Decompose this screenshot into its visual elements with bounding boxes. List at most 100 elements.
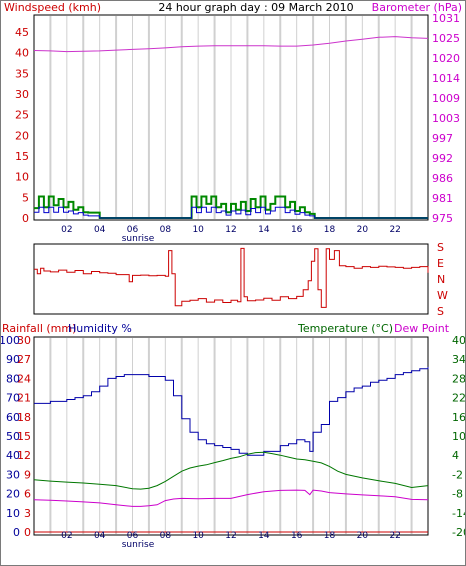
x-tick-label: 06 xyxy=(127,531,139,541)
y-tick-label: -2 xyxy=(452,468,463,481)
y-tick-label: 80 xyxy=(6,372,20,385)
humidity-axis-title: Humidity % xyxy=(68,322,132,335)
y-tick-label: 0 xyxy=(24,526,31,539)
x-tick-label: 10 xyxy=(192,531,204,541)
x-tick-label: 10 xyxy=(192,225,204,235)
y-tick-label: 25 xyxy=(15,109,29,122)
x-tick-label: 22 xyxy=(389,531,400,541)
y-tick-label: -8 xyxy=(452,488,463,501)
y-tick-label: 15 xyxy=(17,430,31,443)
y-tick-label: 18 xyxy=(17,411,31,424)
y-tick-label: 10 xyxy=(15,171,29,184)
y-tick-label: 1020 xyxy=(432,52,460,65)
y-tick-label: 100 xyxy=(1,334,20,347)
x-tick-label: 20 xyxy=(357,531,369,541)
y-tick-label: 3 xyxy=(24,507,31,520)
y-tick-label: 90 xyxy=(6,353,20,366)
series-wind-gust xyxy=(34,195,428,219)
y-tick-label: 1014 xyxy=(432,72,460,85)
y-tick-label: 27 xyxy=(17,353,31,366)
y-tick-label: 30 xyxy=(6,468,20,481)
series-wind-avg xyxy=(34,206,428,219)
y-tick-label: 40 xyxy=(15,47,29,60)
y-tick-label: 12 xyxy=(17,449,31,462)
y-tick-label: 21 xyxy=(17,392,31,405)
dewpoint-axis-title: Dew Point xyxy=(394,322,450,335)
y-tick-label: 1003 xyxy=(432,112,460,125)
x-tick-label: 12 xyxy=(225,225,236,235)
x-tick-label: 08 xyxy=(160,531,172,541)
y-tick-label: 0 xyxy=(22,212,29,225)
x-tick-label: 16 xyxy=(291,531,303,541)
y-tick-label: 60 xyxy=(6,411,20,424)
x-tick-label: 20 xyxy=(357,225,369,235)
y-tick-label: 1025 xyxy=(432,32,460,45)
y-tick-label: -20 xyxy=(452,526,465,539)
series-barometer xyxy=(33,36,429,53)
y-tick-label: 992 xyxy=(432,152,453,165)
y-tick-label: 40 xyxy=(6,449,20,462)
y-tick-label: 15 xyxy=(15,150,29,163)
series-wind-direction xyxy=(34,247,429,308)
y-tick-label: 4 xyxy=(452,449,459,462)
series-temperature xyxy=(33,451,429,490)
y-tick-label: 24 xyxy=(17,372,31,385)
y-tick-label: 6 xyxy=(24,488,31,501)
y-tick-label: 30 xyxy=(15,88,29,101)
y-tick-label: 70 xyxy=(6,392,20,405)
y-tick-label: 45 xyxy=(15,26,29,39)
y-tick-label: 28 xyxy=(452,372,465,385)
y-tick-label: 1031 xyxy=(432,12,460,25)
x-tick-label: 02 xyxy=(61,225,72,235)
y-tick-label: 50 xyxy=(6,430,20,443)
series-dewpoint xyxy=(33,489,429,507)
y-tick-label: W xyxy=(437,289,448,302)
y-tick-label: 20 xyxy=(15,129,29,142)
x-tick-label: 12 xyxy=(225,531,236,541)
y-tick-label: S xyxy=(437,305,444,318)
baro-axis-title: Barometer (hPa) xyxy=(372,1,462,14)
y-tick-label: 10 xyxy=(6,507,20,520)
series-humidity xyxy=(34,366,429,456)
rainfall-axis-title: Rainfall (mm) xyxy=(2,322,76,335)
y-tick-label: 10 xyxy=(452,430,465,443)
y-tick-label: 981 xyxy=(432,192,453,205)
sunrise-label-bottom: sunrise xyxy=(122,540,155,550)
wind-axis-title: Windspeed (kmh) xyxy=(4,1,101,14)
y-tick-label: S xyxy=(437,241,444,254)
x-tick-label: 04 xyxy=(94,531,106,541)
y-tick-label: N xyxy=(437,273,445,286)
y-tick-label: 1009 xyxy=(432,92,460,105)
x-tick-label: 02 xyxy=(61,531,72,541)
y-tick-label: 975 xyxy=(432,212,453,225)
x-tick-label: 06 xyxy=(127,225,139,235)
x-tick-label: 08 xyxy=(160,225,172,235)
y-tick-label: 30 xyxy=(17,334,31,347)
y-tick-label: 0 xyxy=(13,526,20,539)
y-tick-label: 9 xyxy=(24,468,31,481)
y-tick-label: 997 xyxy=(432,132,453,145)
y-tick-label: 35 xyxy=(15,67,29,80)
y-tick-label: 22 xyxy=(452,392,465,405)
x-tick-label: 18 xyxy=(324,531,336,541)
x-tick-label: 18 xyxy=(324,225,336,235)
x-tick-label: 16 xyxy=(291,225,303,235)
chart-title: 24 hour graph day : 09 March 2010 xyxy=(158,1,353,14)
temperature-axis-title: Temperature (°C) xyxy=(297,322,393,335)
y-tick-label: 16 xyxy=(452,411,465,424)
x-tick-label: 14 xyxy=(258,225,270,235)
y-tick-label: 20 xyxy=(6,488,20,501)
x-tick-label: 14 xyxy=(258,531,270,541)
x-tick-label: 04 xyxy=(94,225,106,235)
y-tick-label: 986 xyxy=(432,172,453,185)
y-tick-label: -14 xyxy=(452,507,465,520)
y-tick-label: 40 xyxy=(452,334,465,347)
x-tick-label: 22 xyxy=(389,225,400,235)
y-tick-label: 34 xyxy=(452,353,465,366)
sunrise-label-top: sunrise xyxy=(122,234,155,244)
y-tick-label: E xyxy=(437,257,444,270)
direction-panel xyxy=(33,243,429,315)
y-tick-label: 5 xyxy=(22,191,29,204)
